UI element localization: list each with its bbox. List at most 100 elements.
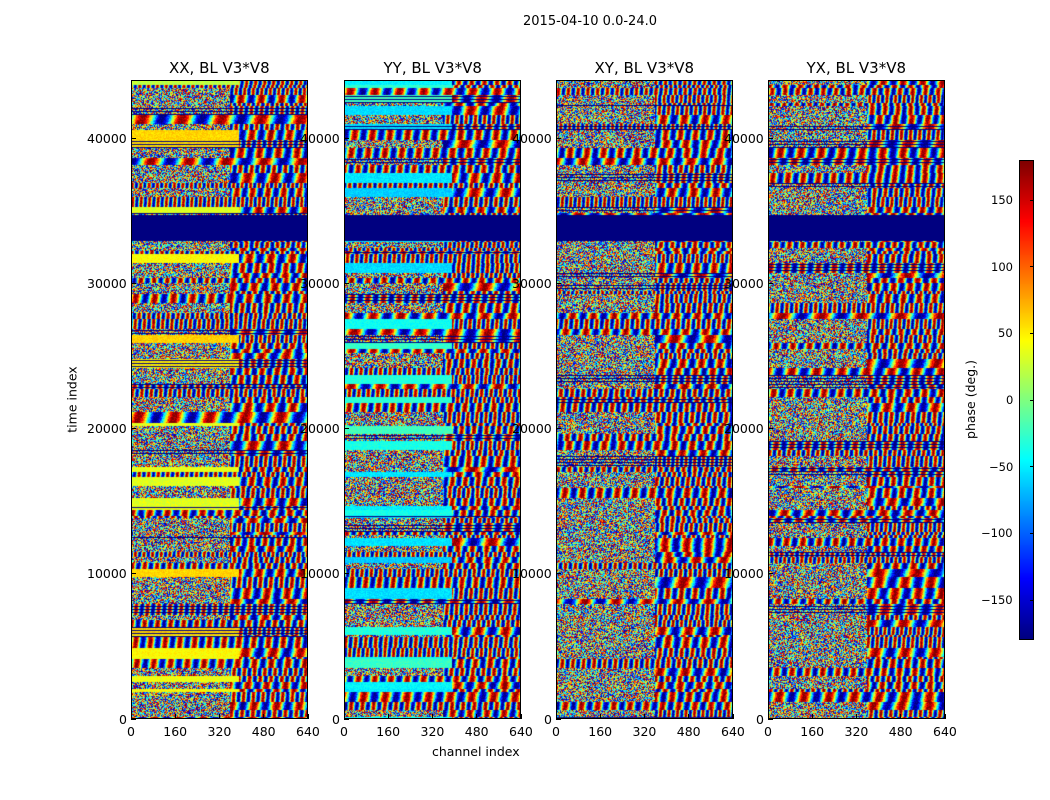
y-tick-label: 40000: [512, 130, 552, 146]
x-tick-label: 0: [127, 724, 135, 739]
colorbar-tick-label: 150: [991, 193, 1013, 207]
colorbar-tick-mark: [1030, 266, 1034, 268]
panel-title-yy: YY, BL V3*V8: [383, 59, 482, 77]
y-tick-mark: [344, 573, 349, 575]
figure-suptitle: 2015-04-10 0.0-24.0: [523, 14, 657, 29]
y-tick-mark: [556, 718, 561, 720]
x-tick-mark: [432, 714, 433, 719]
y-tick-label: 10000: [300, 566, 340, 582]
y-tick-label: 40000: [300, 130, 340, 146]
y-tick-mark: [344, 282, 349, 284]
x-tick-label: 160: [376, 724, 401, 739]
y-tick-label: 10000: [87, 566, 127, 582]
colorbar-label: phase (deg.): [962, 360, 978, 439]
x-tick-label: 160: [588, 724, 613, 739]
y-tick-mark: [344, 718, 349, 720]
panel-title-yx: YX, BL V3*V8: [806, 59, 907, 77]
y-axis-label: time index: [64, 366, 80, 433]
colorbar-tick-label: 100: [991, 259, 1013, 274]
x-tick-label: 320: [420, 724, 445, 739]
colorbar-tick-label: −150: [981, 593, 1013, 607]
y-tick-label: 10000: [724, 566, 764, 582]
colorbar-tick-mark: [1030, 532, 1034, 534]
heatmap-xy: [557, 81, 732, 718]
y-tick-mark: [131, 428, 136, 430]
colorbar-tick-mark: [1030, 599, 1034, 601]
x-tick-mark: [263, 714, 265, 719]
y-tick-label: 20000: [87, 421, 127, 437]
y-tick-mark: [556, 282, 561, 284]
x-tick-mark: [387, 714, 389, 719]
x-tick-mark: [767, 714, 769, 719]
panel-yy: [344, 80, 521, 719]
x-tick-mark: [900, 714, 902, 719]
x-tick-label: 480: [464, 724, 489, 739]
y-tick-mark: [344, 428, 349, 430]
y-tick-mark: [768, 282, 773, 284]
x-tick-mark: [130, 714, 132, 719]
panel-xy: [556, 80, 733, 719]
y-tick-mark: [131, 718, 136, 720]
y-tick-label: 30000: [87, 275, 127, 291]
panel-yx: [768, 80, 945, 719]
y-tick-mark: [556, 137, 561, 139]
x-tick-mark: [732, 714, 734, 719]
heatmap-yy: [345, 81, 520, 718]
y-tick-label: 30000: [724, 275, 764, 291]
heatmap-yx: [769, 81, 944, 718]
x-tick-label: 0: [552, 724, 560, 739]
colorbar-tick-mark: [1030, 199, 1034, 201]
y-tick-mark: [131, 282, 136, 284]
colorbar-tick-mark: [1030, 332, 1034, 334]
y-tick-mark: [131, 573, 136, 575]
y-tick-label: 40000: [87, 130, 127, 146]
y-tick-mark: [768, 718, 773, 720]
x-tick-label: 640: [509, 724, 533, 739]
x-tick-mark: [555, 714, 557, 719]
y-tick-label: 20000: [724, 421, 764, 437]
y-tick-mark: [768, 573, 773, 575]
panel-xx: [131, 80, 308, 719]
y-tick-label: 20000: [512, 421, 552, 437]
x-tick-label: 320: [632, 724, 657, 739]
y-tick-label: 0: [544, 711, 552, 727]
x-tick-label: 160: [163, 724, 188, 739]
panel-title-xx: XX, BL V3*V8: [169, 59, 270, 77]
y-tick-label: 30000: [512, 275, 552, 291]
colorbar-tick-label: −100: [981, 526, 1013, 541]
colorbar-gradient: [1020, 161, 1033, 639]
x-axis-label: channel index: [432, 744, 520, 759]
y-tick-mark: [768, 428, 773, 430]
y-tick-mark: [556, 573, 561, 575]
x-tick-mark: [944, 714, 946, 719]
x-tick-label: 160: [800, 724, 825, 739]
x-tick-label: 320: [207, 724, 232, 739]
y-tick-label: 0: [119, 711, 127, 727]
panel-title-xy: XY, BL V3*V8: [594, 59, 695, 77]
y-tick-mark: [768, 137, 773, 139]
x-tick-label: 640: [721, 724, 745, 739]
y-tick-mark: [131, 137, 136, 139]
x-tick-mark: [856, 714, 857, 719]
x-tick-mark: [688, 714, 690, 719]
y-tick-label: 40000: [724, 130, 764, 146]
x-tick-mark: [307, 714, 309, 719]
x-tick-mark: [476, 714, 478, 719]
y-tick-label: 0: [756, 711, 764, 727]
x-tick-mark: [343, 714, 345, 719]
x-tick-label: 480: [251, 724, 276, 739]
y-tick-mark: [556, 428, 561, 430]
x-tick-label: 0: [340, 724, 348, 739]
colorbar-tick-mark: [1030, 399, 1034, 401]
heatmap-xx: [132, 81, 307, 718]
colorbar-tick-label: 50: [998, 326, 1013, 341]
colorbar-tick-label: −50: [989, 459, 1014, 474]
x-tick-mark: [174, 714, 176, 719]
x-tick-mark: [811, 714, 813, 719]
y-tick-label: 30000: [300, 275, 340, 291]
y-tick-mark: [344, 137, 349, 139]
x-tick-mark: [520, 714, 522, 719]
x-tick-mark: [219, 714, 220, 719]
y-tick-label: 0: [332, 711, 340, 727]
x-tick-label: 320: [844, 724, 869, 739]
